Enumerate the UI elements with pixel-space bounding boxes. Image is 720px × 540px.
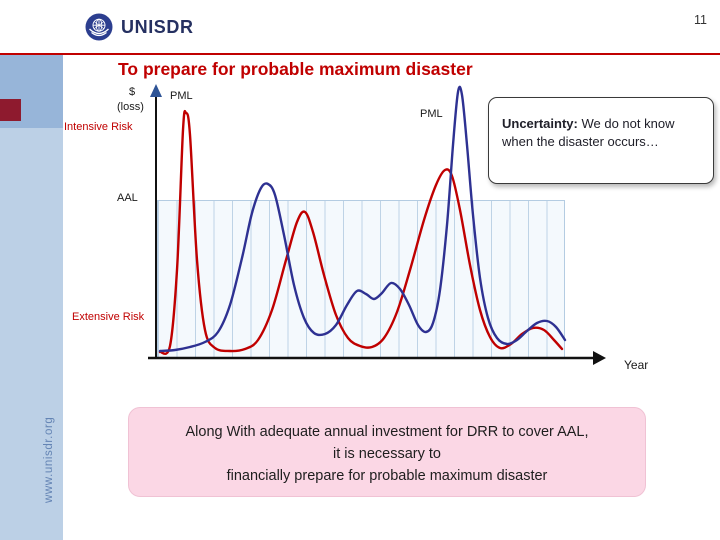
- un-emblem-icon: [85, 13, 113, 41]
- pml-label-left: PML: [170, 90, 193, 102]
- uncertainty-callout: Uncertainty: We do not know when the dis…: [488, 97, 714, 184]
- aal-label: AAL: [117, 192, 138, 204]
- aal-shaded-region: [157, 200, 565, 358]
- pml-label-right: PML: [420, 108, 443, 120]
- x-axis-arrow-icon: [593, 351, 606, 365]
- sidebar-red-square: [0, 99, 21, 121]
- dollar-axis-label: $: [129, 86, 136, 98]
- header-divider: [0, 53, 720, 55]
- unisdr-logo: UNISDR: [84, 12, 194, 42]
- sidebar-band: [0, 55, 63, 540]
- logo-wordmark: UNISDR: [121, 16, 194, 37]
- slide-title: To prepare for probable maximum disaster: [118, 59, 473, 79]
- footer-line-2: it is necessary to: [333, 445, 441, 462]
- footer-line-3: financially prepare for probable maximum…: [226, 467, 548, 484]
- footer-line-1: Along With adequate annual investment fo…: [185, 424, 589, 440]
- footer-note-box: Along With adequate annual investment fo…: [128, 407, 646, 497]
- extensive-risk-label: Extensive Risk: [72, 311, 145, 323]
- year-axis-label: Year: [624, 358, 649, 372]
- intensive-risk-label: Intensive Risk: [64, 121, 133, 133]
- callout-lead: Uncertainty:: [502, 116, 578, 131]
- callout-text: We do not know when the disaster occurs…: [502, 116, 675, 149]
- loss-axis-label: (loss): [117, 101, 144, 113]
- sidebar-url-text: www.unisdr.org: [43, 416, 55, 503]
- page-number: 11: [694, 13, 707, 27]
- y-axis-arrow-icon: [150, 84, 162, 97]
